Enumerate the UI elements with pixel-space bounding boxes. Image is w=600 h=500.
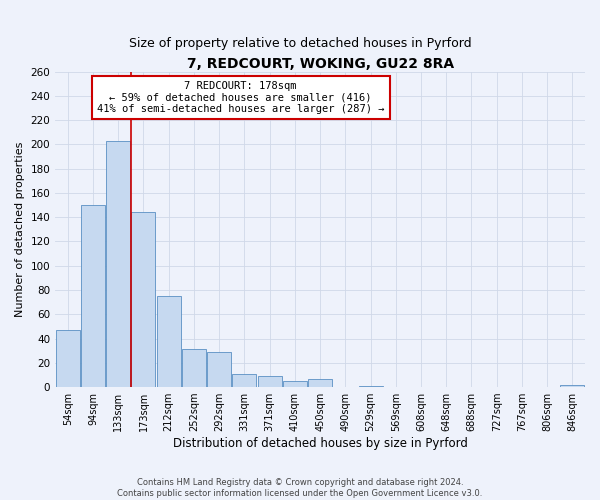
Y-axis label: Number of detached properties: Number of detached properties	[15, 142, 25, 317]
Title: 7, REDCOURT, WOKING, GU22 8RA: 7, REDCOURT, WOKING, GU22 8RA	[187, 58, 454, 71]
Bar	[283, 381, 307, 387]
Bar	[359, 386, 383, 387]
Bar	[308, 378, 332, 387]
Bar	[182, 350, 206, 387]
X-axis label: Distribution of detached houses by size in Pyrford: Distribution of detached houses by size …	[173, 437, 467, 450]
Text: Contains HM Land Registry data © Crown copyright and database right 2024.
Contai: Contains HM Land Registry data © Crown c…	[118, 478, 482, 498]
Text: Size of property relative to detached houses in Pyrford: Size of property relative to detached ho…	[128, 38, 472, 51]
Bar	[106, 140, 130, 387]
Bar	[560, 384, 584, 387]
Bar	[207, 352, 231, 387]
Text: 7 REDCOURT: 178sqm
← 59% of detached houses are smaller (416)
41% of semi-detach: 7 REDCOURT: 178sqm ← 59% of detached hou…	[97, 81, 385, 114]
Bar	[232, 374, 256, 387]
Bar	[56, 330, 80, 387]
Bar	[131, 212, 155, 387]
Bar	[157, 296, 181, 387]
Bar	[257, 376, 281, 387]
Bar	[81, 205, 105, 387]
